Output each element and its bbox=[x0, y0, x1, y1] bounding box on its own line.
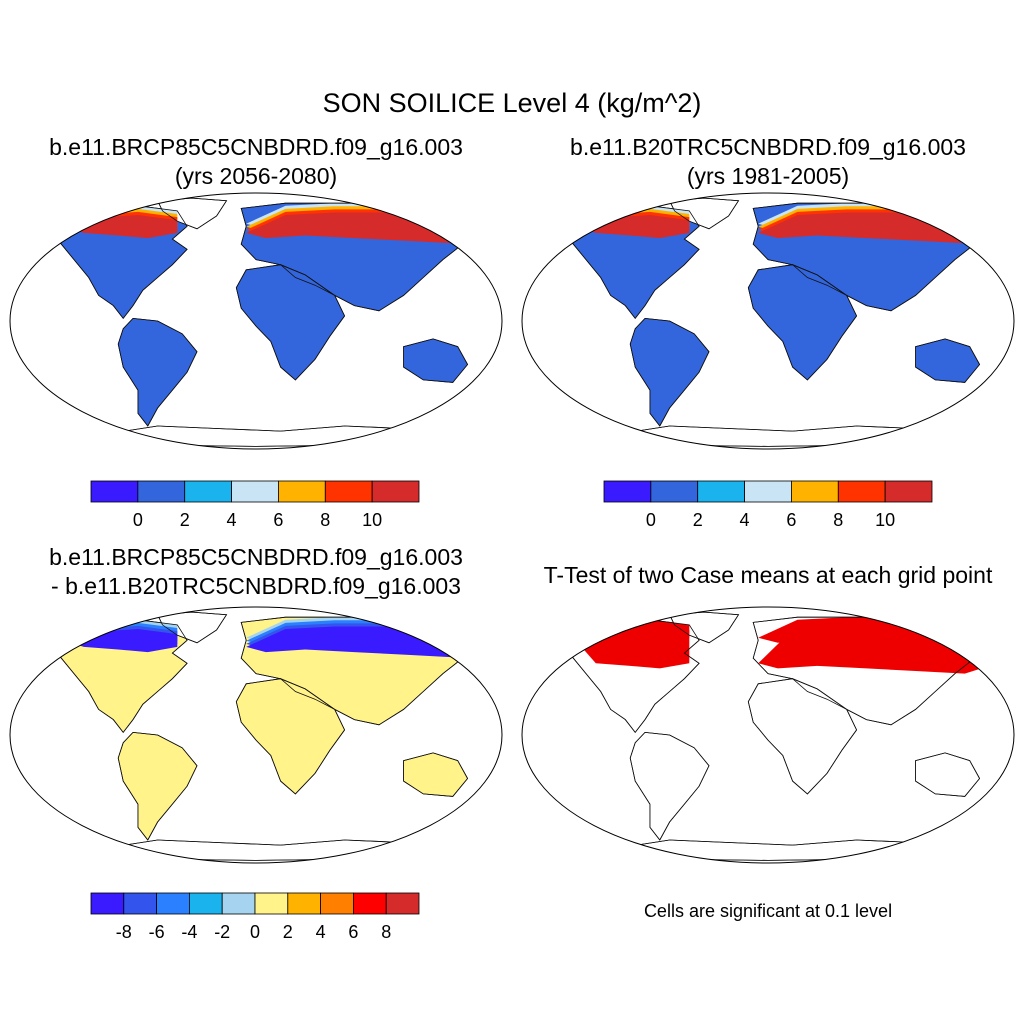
map-border-difference bbox=[9, 606, 503, 864]
colorbar-difference-tick-label: 4 bbox=[316, 922, 326, 942]
coastline-south-america bbox=[117, 731, 198, 841]
colorbar-historical-swatch bbox=[697, 480, 745, 503]
colorbar-historical-swatch bbox=[791, 480, 839, 503]
colorbar-difference: -8 -6 -4 -2 0 2 4 6 8 bbox=[90, 892, 420, 942]
colorbar-future-tick-label: 6 bbox=[273, 510, 283, 530]
colorbar-future-tick-label: 2 bbox=[180, 510, 190, 530]
panel-future-title-line2: (yrs 2056-2080) bbox=[174, 163, 338, 189]
coastline-australia bbox=[915, 338, 981, 383]
coastline-australia bbox=[403, 338, 469, 383]
colorbar-future-swatch bbox=[324, 480, 373, 503]
panel-difference-title-line2: - b.e11.B20TRC5CNBDRD.f09_g16.003 bbox=[51, 573, 461, 599]
colorbar-difference-tick-label: -4 bbox=[181, 922, 197, 942]
panel-difference-title: b.e11.BRCP85C5CNBDRD.f09_g16.003 - b.e11… bbox=[0, 543, 512, 601]
panel-future-title: b.e11.BRCP85C5CNBDRD.f09_g16.003 (yrs 20… bbox=[0, 133, 512, 191]
colorbar-historical: 0 2 4 6 8 10 bbox=[603, 480, 933, 530]
colorbar-future-swatch bbox=[278, 480, 326, 503]
coastline-australia bbox=[403, 752, 469, 797]
significance-note: Cells are significant at 0.1 level bbox=[643, 901, 893, 921]
colorbar-historical-swatch bbox=[837, 480, 886, 503]
colorbar-future-swatch bbox=[90, 480, 139, 503]
panel-historical-title: b.e11.B20TRC5CNBDRD.f09_g16.003 (yrs 198… bbox=[512, 133, 1024, 191]
coastline-south-america bbox=[629, 317, 710, 427]
colorbar-difference-swatch bbox=[90, 892, 125, 915]
colorbar-future-tick-label: 0 bbox=[133, 510, 143, 530]
colorbar-future-swatch bbox=[371, 480, 420, 503]
colorbar-difference-tick-label: 2 bbox=[283, 922, 293, 942]
colorbar-difference-tick-label: 8 bbox=[381, 922, 391, 942]
map-border-historical bbox=[521, 192, 1015, 450]
colorbar-historical-tick-label: 0 bbox=[646, 510, 656, 530]
colorbar-difference-swatch bbox=[352, 892, 387, 915]
map-panel-future bbox=[9, 192, 503, 450]
coastline-africa bbox=[747, 678, 858, 795]
colorbar-difference-swatch bbox=[156, 892, 190, 915]
map-panel-historical bbox=[521, 192, 1015, 450]
map-panel-ttest bbox=[521, 606, 1015, 864]
panel-ttest-title: T-Test of two Case means at each grid po… bbox=[543, 562, 993, 588]
coastline-south-america bbox=[629, 731, 710, 841]
colorbar-future-swatch bbox=[231, 480, 279, 503]
colorbar-historical-swatch bbox=[650, 480, 699, 503]
colorbar-historical-swatch bbox=[884, 480, 933, 503]
coastline-greenland bbox=[156, 197, 228, 230]
coastline-south-america bbox=[117, 317, 198, 427]
colorbar-future-tick-label: 10 bbox=[362, 510, 382, 530]
panel-future-title-line1: b.e11.BRCP85C5CNBDRD.f09_g16.003 bbox=[49, 134, 463, 160]
colorbar-difference-swatch bbox=[188, 892, 223, 915]
colorbar-difference-swatch bbox=[320, 892, 354, 915]
coastline-greenland bbox=[668, 611, 740, 644]
coastline-africa bbox=[235, 264, 346, 381]
colorbar-difference-swatch bbox=[254, 892, 289, 915]
coastline-greenland bbox=[156, 611, 228, 644]
colorbar-historical-tick-label: 8 bbox=[833, 510, 843, 530]
colorbar-future-swatch bbox=[184, 480, 232, 503]
coastline-australia bbox=[915, 752, 981, 797]
figure-title: SON SOILICE Level 4 (kg/m^2) bbox=[322, 88, 702, 118]
colorbar-future-tick-label: 4 bbox=[227, 510, 237, 530]
colorbar-difference-swatch bbox=[123, 892, 158, 915]
colorbar-historical-tick-label: 2 bbox=[693, 510, 703, 530]
colorbar-difference-tick-label: 0 bbox=[250, 922, 260, 942]
colorbar-historical-tick-label: 4 bbox=[740, 510, 750, 530]
colorbar-difference-tick-label: -6 bbox=[149, 922, 165, 942]
panel-difference-title-line1: b.e11.BRCP85C5CNBDRD.f09_g16.003 bbox=[49, 544, 463, 570]
coastline-africa bbox=[747, 264, 858, 381]
colorbar-difference-swatch bbox=[221, 892, 256, 915]
map-border-ttest bbox=[521, 606, 1015, 864]
colorbar-future-tick-label: 8 bbox=[320, 510, 330, 530]
colorbar-difference-tick-label: 6 bbox=[348, 922, 358, 942]
colorbar-future-swatch bbox=[137, 480, 186, 503]
colorbar-difference-tick-label: -8 bbox=[116, 922, 132, 942]
colorbar-future: 0 2 4 6 8 10 bbox=[90, 480, 420, 530]
panel-historical-title-line2: (yrs 1981-2005) bbox=[686, 163, 850, 189]
coastline-africa bbox=[235, 678, 346, 795]
coastline-greenland bbox=[668, 197, 740, 230]
colorbar-difference-swatch bbox=[287, 892, 321, 915]
colorbar-difference-swatch bbox=[385, 892, 420, 915]
colorbar-historical-swatch bbox=[744, 480, 792, 503]
map-border-future bbox=[9, 192, 503, 450]
colorbar-historical-swatch bbox=[603, 480, 652, 503]
panel-historical-title-line1: b.e11.B20TRC5CNBDRD.f09_g16.003 bbox=[570, 134, 966, 160]
colorbar-historical-tick-label: 6 bbox=[786, 510, 796, 530]
colorbar-difference-tick-label: -2 bbox=[214, 922, 230, 942]
colorbar-historical-tick-label: 10 bbox=[875, 510, 895, 530]
